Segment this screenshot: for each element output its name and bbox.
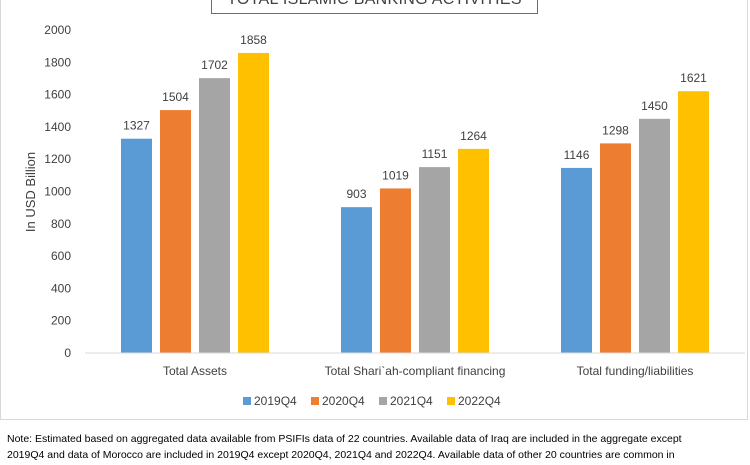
- chart-note: Note: Estimated based on aggregated data…: [7, 431, 747, 463]
- legend: 2019Q4 2020Q4 2021Q4 2022Q4: [243, 394, 501, 408]
- chart-frame: [0, 0, 748, 420]
- data-label: 1298: [602, 123, 629, 137]
- y-axis-label: In USD Billion: [23, 152, 38, 232]
- legend-swatch: [447, 397, 455, 405]
- y-tick-label: 1800: [44, 55, 71, 69]
- data-label: 1450: [641, 99, 668, 113]
- data-label: 1858: [240, 33, 267, 47]
- legend-label: 2021Q4: [390, 394, 433, 408]
- data-label: 903: [346, 187, 366, 201]
- legend-label: 2020Q4: [322, 394, 365, 408]
- data-label: 1264: [460, 129, 487, 143]
- data-label: 1327: [123, 119, 150, 133]
- y-tick-label: 400: [51, 281, 71, 295]
- data-label: 1019: [382, 168, 409, 182]
- y-tick-label: 0: [64, 346, 71, 360]
- bar: [199, 78, 230, 353]
- y-tick-label: 1400: [44, 120, 71, 134]
- bar: [121, 138, 152, 353]
- y-tick-label: 1600: [44, 88, 71, 102]
- y-tick-label: 1200: [44, 152, 71, 166]
- legend-swatch: [379, 397, 387, 405]
- legend-swatch: [311, 397, 319, 405]
- data-label: 1621: [680, 71, 707, 85]
- data-label: 1151: [422, 147, 448, 161]
- bar: [678, 91, 709, 354]
- bar: [639, 118, 670, 353]
- bar: [561, 167, 592, 353]
- legend-swatch: [243, 397, 251, 405]
- y-tick-label: 600: [51, 249, 71, 263]
- bar-chart: In USD Billion 0 200 400 600 800 1000 1200 1400…: [23, 23, 745, 408]
- legend-label: 2019Q4: [254, 394, 297, 408]
- note-line-2: 2019Q4 and data of Morocco are included …: [7, 449, 675, 461]
- bar: [380, 188, 411, 353]
- bar: [600, 143, 631, 353]
- category-label: Total Shari`ah-compliant financing: [325, 364, 506, 378]
- bar: [419, 167, 450, 353]
- data-label: 1702: [201, 58, 228, 72]
- bar: [238, 52, 269, 354]
- bar: [341, 207, 372, 353]
- data-label: 1504: [162, 90, 189, 104]
- bar: [160, 110, 191, 353]
- y-tick-label: 1000: [44, 185, 71, 199]
- note-line-1: Note: Estimated based on aggregated data…: [7, 433, 682, 445]
- chart-title: TOTAL ISLAMIC BANKING ACTIVITIES: [211, 0, 538, 14]
- data-label: 1146: [564, 148, 590, 162]
- y-tick-label: 800: [51, 217, 71, 231]
- legend-label: 2022Q4: [458, 394, 501, 408]
- y-tick-label: 200: [51, 314, 71, 328]
- category-label: Total funding/liabilities: [577, 364, 694, 378]
- category-label: Total Assets: [163, 364, 227, 378]
- y-tick-label: 2000: [44, 23, 71, 37]
- bar: [458, 148, 489, 353]
